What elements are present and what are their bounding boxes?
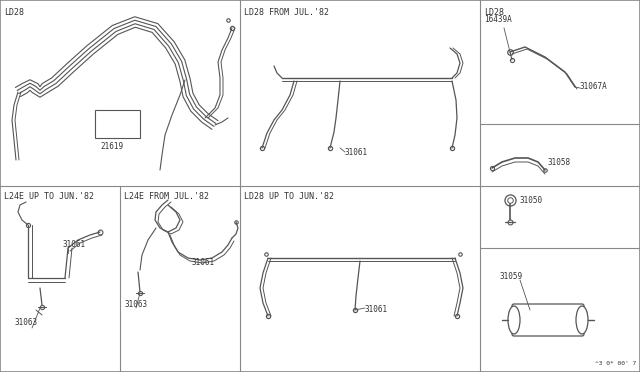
FancyBboxPatch shape	[512, 304, 584, 336]
Text: LD28: LD28	[484, 8, 504, 17]
Text: ^3 0* 00' 7: ^3 0* 00' 7	[595, 361, 636, 366]
Text: 31063: 31063	[124, 300, 147, 309]
Text: 31063: 31063	[14, 318, 37, 327]
Text: 31059: 31059	[500, 272, 523, 281]
Text: 31061: 31061	[192, 258, 215, 267]
Text: L24E UP TO JUN.'82: L24E UP TO JUN.'82	[4, 192, 94, 201]
Text: L24E FROM JUL.'82: L24E FROM JUL.'82	[124, 192, 209, 201]
Text: 31061: 31061	[62, 240, 85, 249]
Bar	[95, 110, 140, 138]
Text: 31058: 31058	[548, 157, 571, 167]
Text: LD28: LD28	[4, 8, 24, 17]
Text: 31061: 31061	[345, 148, 368, 157]
Text: LD28 UP TO JUN.'82: LD28 UP TO JUN.'82	[244, 192, 334, 201]
Ellipse shape	[508, 306, 520, 334]
Text: 31050: 31050	[520, 196, 543, 205]
Text: 21619: 21619	[100, 142, 123, 151]
Text: 31067A: 31067A	[580, 82, 608, 91]
Ellipse shape	[576, 306, 588, 334]
Text: 31061: 31061	[365, 305, 388, 314]
Text: LD28 FROM JUL.'82: LD28 FROM JUL.'82	[244, 8, 329, 17]
Text: 16439A: 16439A	[484, 15, 512, 24]
